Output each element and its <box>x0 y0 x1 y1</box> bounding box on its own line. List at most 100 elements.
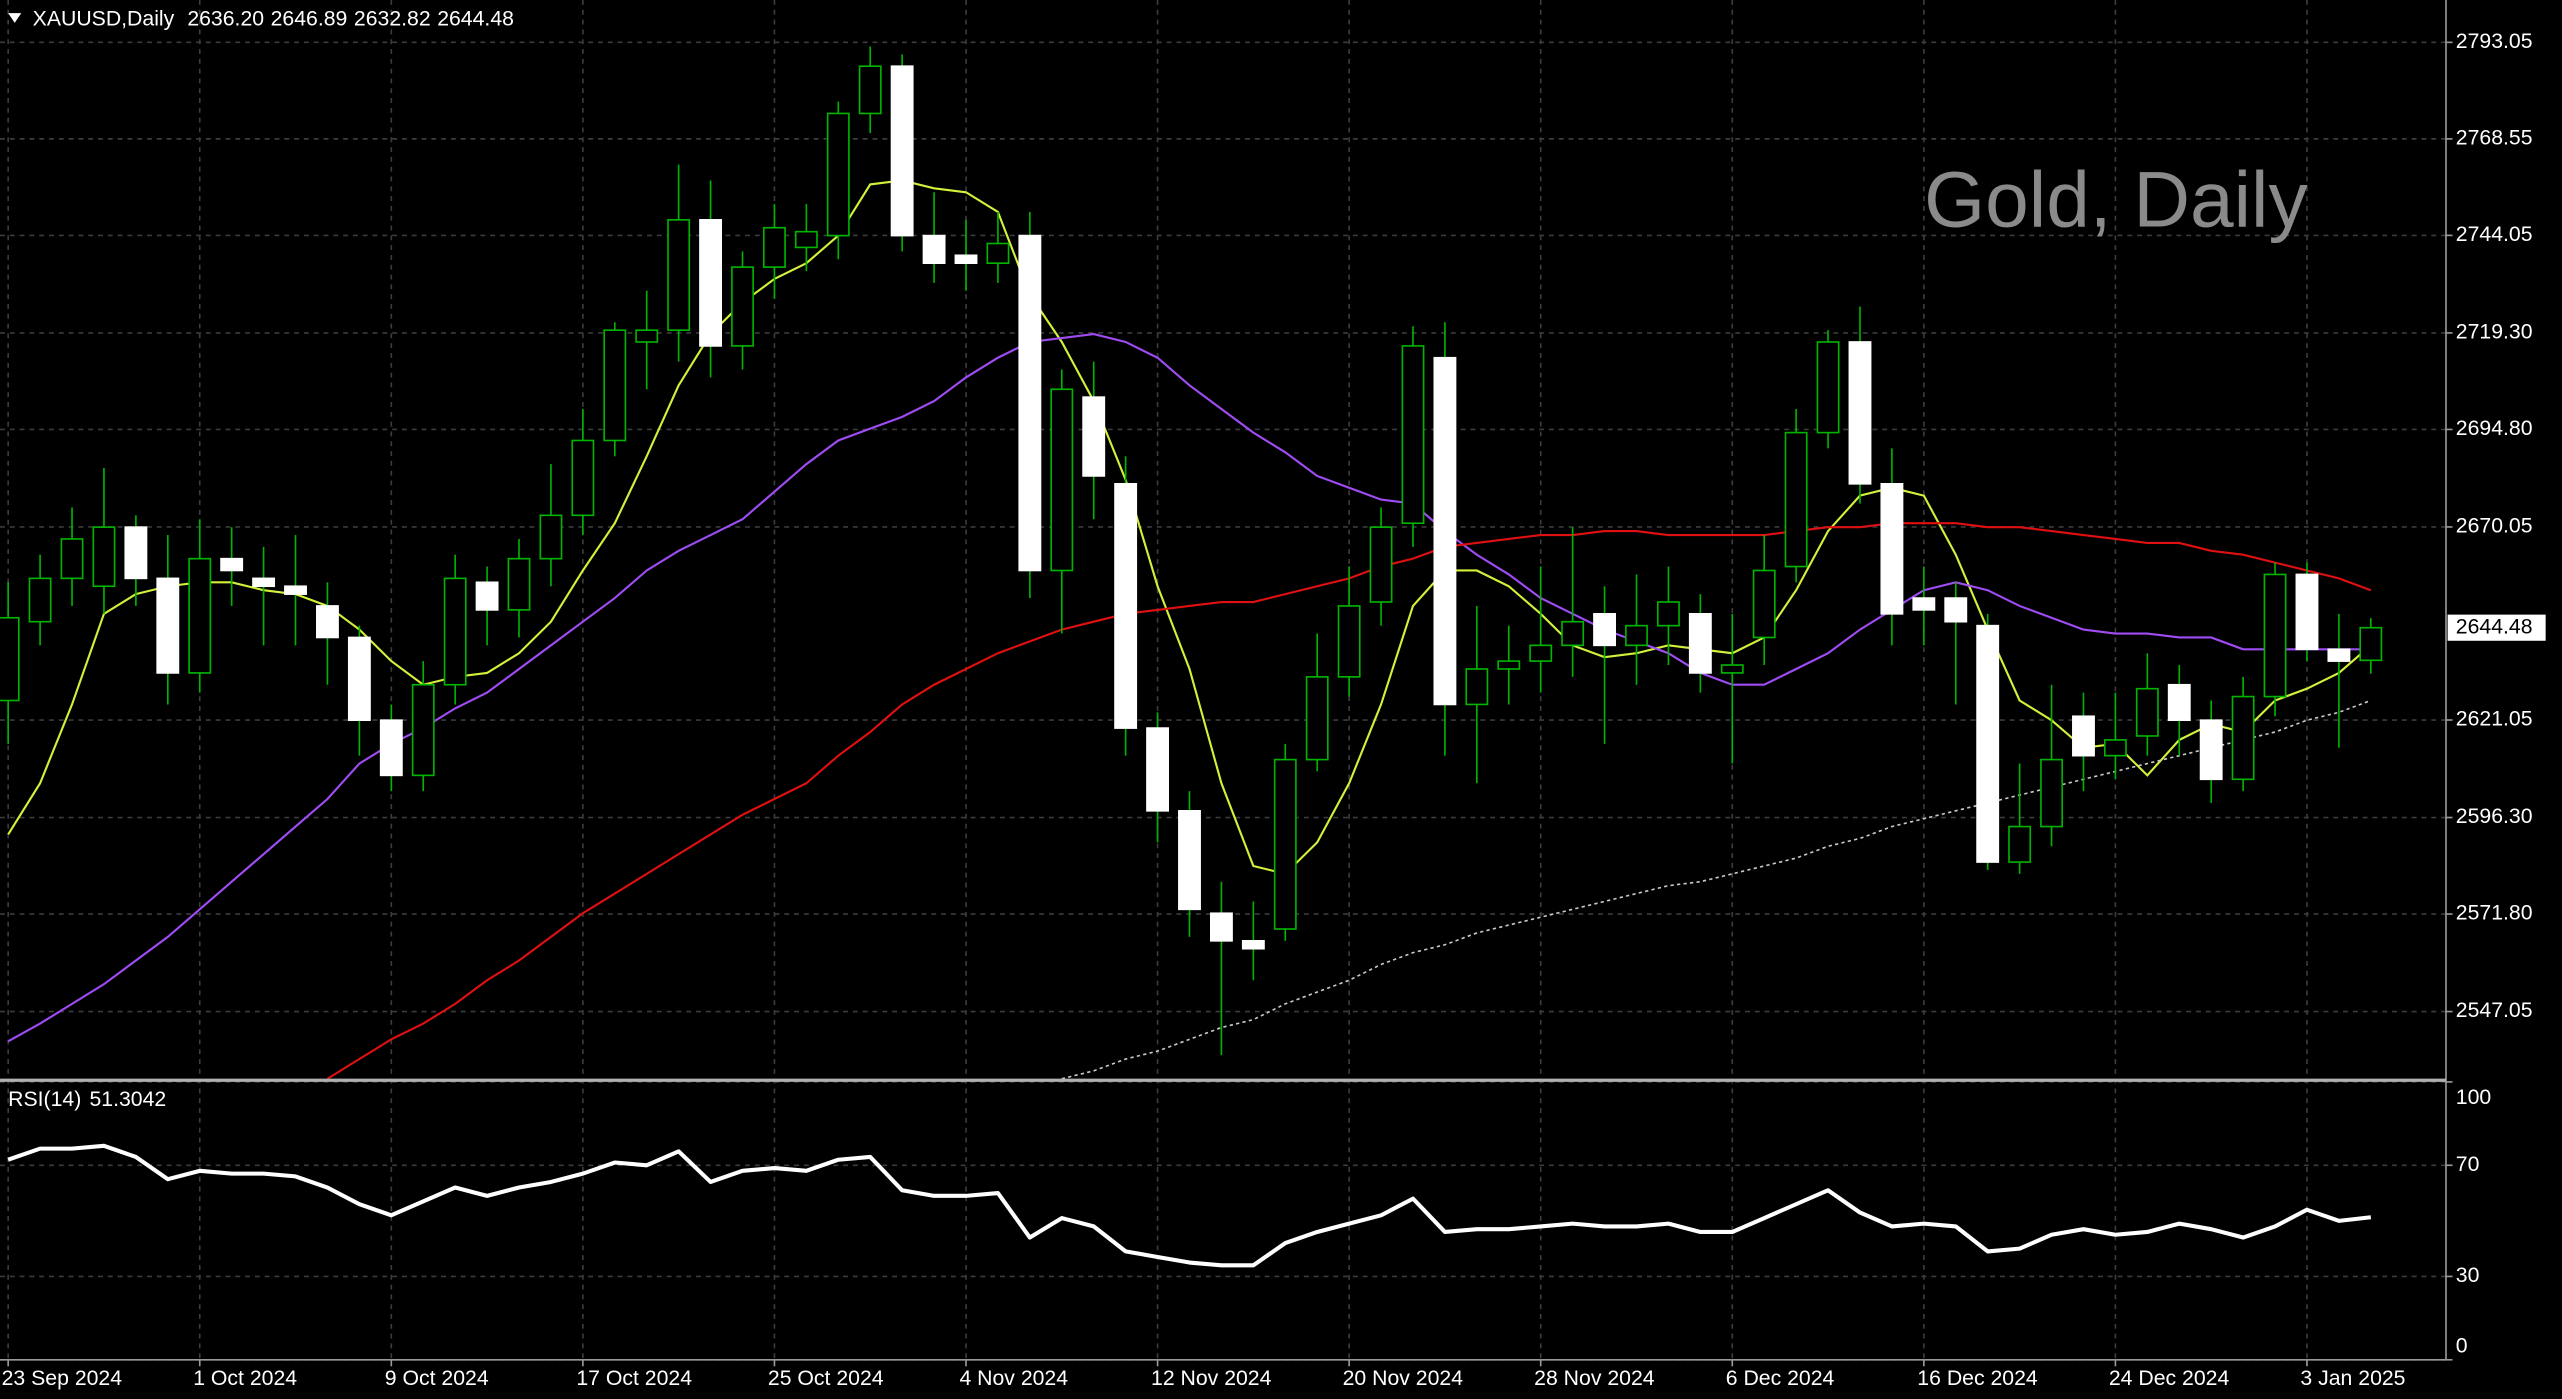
candle-body <box>1944 597 1968 623</box>
candle-body <box>1656 601 1680 627</box>
candle-body <box>1337 605 1361 678</box>
candle-body <box>156 577 180 674</box>
candle-body <box>2359 626 2383 662</box>
candle-body <box>731 266 754 347</box>
price-pane <box>0 46 2383 1080</box>
x-tick-label: 6 Dec 2024 <box>1726 1366 1835 1390</box>
candle-body <box>1433 356 1457 706</box>
candle-body <box>1146 727 1170 812</box>
candle-body <box>635 329 659 343</box>
candle-body <box>188 557 212 674</box>
candle-body <box>2327 648 2351 662</box>
rsi-value: 51.3042 <box>90 1087 167 1111</box>
candle-body <box>1018 234 1042 572</box>
axis-layer: 2793.05 2768.55 2744.05 2719.30 2694.80 2670.… <box>2 29 2546 1390</box>
rsi-pane <box>7 1143 2372 1268</box>
candle-body <box>1561 620 1585 647</box>
candle-body <box>1305 676 1329 761</box>
rsi-line <box>7 1143 2372 1268</box>
candle-body <box>986 242 1010 264</box>
open-label: 2636.20 <box>187 6 264 30</box>
candle-body <box>507 557 531 611</box>
y-tick-label: 2547.05 <box>2456 998 2533 1022</box>
candle-body <box>124 526 148 580</box>
candle-body <box>220 557 244 572</box>
x-tick-label: 25 Oct 2024 <box>768 1366 884 1390</box>
candle-body <box>571 439 595 517</box>
y-tick-label: 2694.80 <box>2456 416 2533 440</box>
x-tick-label: 1 Oct 2024 <box>193 1366 297 1390</box>
y-tick-label: 0 <box>2456 1333 2468 1357</box>
candle-body <box>1050 388 1074 572</box>
candle-body <box>475 581 499 611</box>
candle-body <box>284 585 307 595</box>
y-tick-label: 30 <box>2456 1263 2480 1287</box>
watermark: Gold, Daily <box>1924 156 2308 244</box>
candle-body <box>1497 660 1521 670</box>
x-tick-label: 28 Nov 2024 <box>1534 1366 1655 1390</box>
candle-body <box>2008 825 2032 863</box>
y-tick-label: 2768.55 <box>2456 125 2533 149</box>
candle-body <box>763 226 786 268</box>
candle-body <box>252 577 276 588</box>
y-tick-label: 2571.80 <box>2456 901 2533 925</box>
candle-body <box>0 616 20 702</box>
candle-body <box>826 112 850 237</box>
candle-body <box>2167 683 2191 722</box>
candle-body <box>1976 624 2000 863</box>
candle-body <box>1529 644 1553 662</box>
candle-body <box>1114 482 1138 729</box>
x-tick-label: 3 Jan 2025 <box>2300 1366 2405 1390</box>
chart-header: XAUUSD,Daily 2636.20 2646.89 2632.82 2644.48 <box>33 6 514 30</box>
y-tick-label: 2719.30 <box>2456 320 2533 344</box>
candle-body <box>699 219 723 347</box>
x-tick-label: 17 Oct 2024 <box>576 1366 692 1390</box>
y-tick-label: 2670.05 <box>2456 514 2533 538</box>
y-tick-label: 100 <box>2456 1085 2491 1109</box>
candle-body <box>858 65 882 115</box>
current-price-label: 2644.48 <box>2456 614 2533 638</box>
current-price-box <box>2447 614 2546 641</box>
candle-body <box>2295 573 2319 651</box>
x-tick-label: 16 Dec 2024 <box>1917 1366 2038 1390</box>
candle-body <box>1752 569 1776 639</box>
candle-body <box>890 65 914 237</box>
candle-body <box>1720 664 1744 674</box>
candle-body <box>2135 687 2159 737</box>
candle-body <box>2199 719 2223 781</box>
candle-body <box>2103 739 2127 757</box>
candle-body <box>603 329 627 442</box>
candle-body <box>1880 482 1904 615</box>
candle-body <box>1369 526 1393 603</box>
candle-body <box>2231 695 2255 781</box>
candle-body <box>60 538 84 580</box>
candle-body <box>1784 431 1808 568</box>
candle-body <box>954 254 978 264</box>
x-tick-label: 24 Dec 2024 <box>2109 1366 2230 1390</box>
candle-body <box>92 526 116 588</box>
candle-body <box>347 636 371 722</box>
moving-average <box>1061 699 2372 1080</box>
candle-body <box>379 719 403 777</box>
y-tick-label: 2744.05 <box>2456 222 2533 246</box>
x-tick-label: 12 Nov 2024 <box>1151 1366 1272 1390</box>
candle-body <box>1465 668 1489 706</box>
candle-body <box>443 577 467 686</box>
candle-body <box>28 577 52 623</box>
candle-body <box>1401 345 1425 525</box>
candle-body <box>1912 597 1936 611</box>
candle-body <box>2072 715 2095 757</box>
candle-body <box>539 514 563 560</box>
candle-body <box>667 219 691 331</box>
low-label: 2632.82 <box>354 6 431 30</box>
candle-body <box>316 605 339 639</box>
x-tick-label: 9 Oct 2024 <box>385 1366 489 1390</box>
x-tick-label: 20 Nov 2024 <box>1343 1366 1464 1390</box>
candle-body <box>411 683 435 777</box>
candle-body <box>794 230 818 249</box>
candle-body <box>922 234 946 264</box>
candle-body <box>1688 613 1712 674</box>
y-tick-label: 70 <box>2456 1152 2480 1176</box>
y-tick-label: 2793.05 <box>2456 29 2533 53</box>
